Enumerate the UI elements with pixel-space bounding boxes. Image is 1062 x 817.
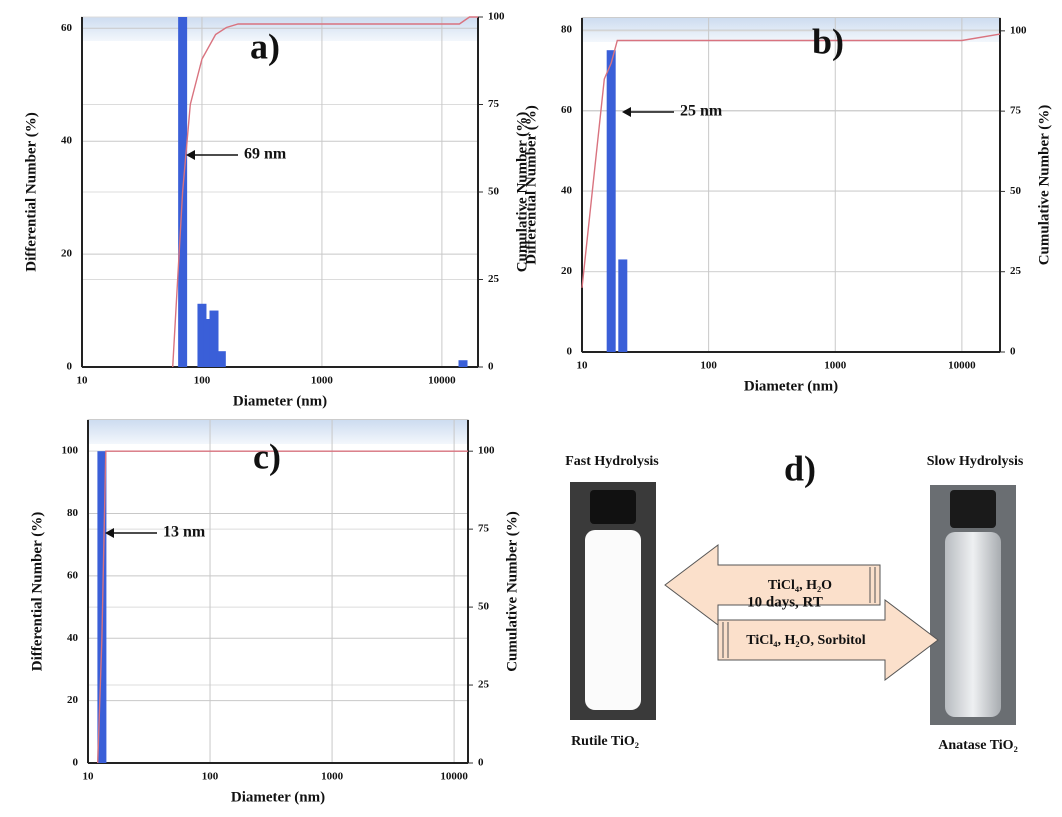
y2-axis-label: Cumulative Number (%) bbox=[1036, 105, 1052, 266]
y-tick-label: 20 bbox=[561, 265, 573, 277]
bar bbox=[458, 360, 468, 367]
x-tick-label: 10 bbox=[577, 360, 589, 372]
y2-tick-label: 25 bbox=[488, 273, 500, 285]
y-tick-label: 40 bbox=[67, 632, 79, 644]
plot-area bbox=[87, 419, 469, 764]
middle-text: 10 days, RT bbox=[747, 594, 823, 610]
arrow-bottom-text: TiCl₄, H₂O, Sorbitol bbox=[746, 633, 865, 648]
bar bbox=[618, 259, 628, 352]
y-tick-label: 20 bbox=[67, 694, 79, 706]
annotation: 13 nm bbox=[163, 524, 206, 541]
y-tick-label: 60 bbox=[67, 569, 79, 581]
plot-band bbox=[88, 420, 468, 444]
x-axis-label: Diameter (nm) bbox=[231, 789, 325, 805]
y2-tick-label: 0 bbox=[488, 361, 494, 373]
bottle-cap bbox=[590, 490, 636, 524]
bar bbox=[203, 319, 213, 367]
x-tick-label: 1000 bbox=[321, 771, 344, 783]
y2-tick-label: 75 bbox=[1010, 105, 1022, 117]
bottle-anatase bbox=[945, 532, 1001, 717]
y2-tick-label: 100 bbox=[1010, 24, 1027, 36]
panel-label: d) bbox=[784, 448, 816, 488]
y-tick-label: 40 bbox=[61, 135, 73, 147]
x-tick-label: 10000 bbox=[428, 375, 456, 387]
annotation: 69 nm bbox=[244, 146, 287, 163]
annotation: 25 nm bbox=[680, 103, 723, 120]
y2-tick-label: 25 bbox=[478, 679, 490, 691]
panel-label: b) bbox=[812, 21, 844, 61]
cumulative-line bbox=[172, 16, 478, 368]
y-tick-label: 0 bbox=[73, 757, 79, 769]
arrow-head bbox=[105, 528, 114, 538]
panel-label: a) bbox=[250, 26, 280, 66]
left-title: Fast Hydrolysis bbox=[565, 454, 659, 469]
left-caption: Rutile TiO₂ bbox=[571, 734, 639, 749]
y2-axis-label: Cumulative Number (%) bbox=[504, 511, 520, 672]
bar bbox=[197, 303, 207, 367]
y-tick-label: 0 bbox=[67, 361, 73, 373]
y2-tick-label: 50 bbox=[488, 186, 500, 198]
x-tick-label: 100 bbox=[194, 375, 211, 387]
y-axis-label: Differential Number (%) bbox=[29, 512, 45, 671]
plot-band bbox=[82, 17, 478, 41]
y2-tick-label: 0 bbox=[478, 757, 484, 769]
arrow-top-text: TiCl₄, H₂O bbox=[768, 578, 832, 593]
bottle-cap bbox=[950, 490, 996, 528]
y-tick-label: 100 bbox=[62, 445, 79, 457]
panel-label: c) bbox=[253, 436, 281, 476]
x-tick-label: 10000 bbox=[948, 360, 976, 372]
plot-area bbox=[581, 17, 1001, 353]
bar bbox=[209, 310, 219, 367]
chart: 0 20 40 60 0 25 50 75 100 10 100 1000 10000 a) 69 nm Di… bbox=[23, 11, 530, 410]
x-tick-label: 1000 bbox=[824, 360, 847, 372]
y-tick-label: 60 bbox=[561, 104, 573, 116]
x-tick-label: 10 bbox=[83, 771, 95, 783]
y2-tick-label: 75 bbox=[478, 523, 490, 535]
y-axis-label: Differential Number (%) bbox=[523, 105, 539, 264]
arrow-head bbox=[622, 107, 631, 117]
cumulative-line bbox=[97, 450, 468, 764]
bar bbox=[606, 50, 616, 352]
y2-tick-label: 50 bbox=[478, 601, 490, 613]
x-tick-label: 100 bbox=[202, 771, 219, 783]
chart: 0 20 40 60 80 0 25 50 75 100 10 100 1000 10000 b) 25 nm… bbox=[523, 17, 1052, 394]
right-title: Slow Hydrolysis bbox=[927, 454, 1024, 469]
x-axis-label: Diameter (nm) bbox=[744, 378, 838, 394]
y2-tick-label: 0 bbox=[1010, 346, 1016, 358]
bottle-rutile bbox=[585, 530, 641, 710]
y-tick-label: 80 bbox=[67, 507, 79, 519]
x-axis-label: Diameter (nm) bbox=[233, 393, 327, 409]
x-tick-label: 10 bbox=[77, 375, 89, 387]
arrow-tail bbox=[869, 567, 881, 603]
y2-tick-label: 100 bbox=[478, 445, 495, 457]
y2-tick-label: 25 bbox=[1010, 265, 1022, 277]
bar bbox=[216, 351, 226, 367]
y2-tick-label: 75 bbox=[488, 98, 500, 110]
cumulative-line bbox=[581, 33, 1001, 288]
right-caption: Anatase TiO₂ bbox=[938, 738, 1018, 753]
y-tick-label: 0 bbox=[567, 346, 573, 358]
y-axis-label: Differential Number (%) bbox=[23, 112, 39, 271]
y-tick-label: 80 bbox=[561, 24, 573, 36]
y-tick-label: 20 bbox=[61, 248, 73, 260]
arrow-head bbox=[186, 150, 195, 160]
x-tick-label: 100 bbox=[700, 360, 717, 372]
x-tick-label: 1000 bbox=[311, 375, 334, 387]
y2-axis-label: Cumulative Number (%) bbox=[514, 112, 530, 273]
arrow-tail bbox=[717, 622, 729, 658]
y-tick-label: 60 bbox=[61, 22, 73, 34]
x-tick-label: 10000 bbox=[440, 771, 468, 783]
y2-tick-label: 50 bbox=[1010, 185, 1022, 197]
y2-tick-label: 100 bbox=[488, 11, 505, 23]
y-tick-label: 40 bbox=[561, 185, 573, 197]
panel-d: d) Fast Hydrolysis Slow Hydrolysis TiCl₄… bbox=[565, 448, 1024, 753]
